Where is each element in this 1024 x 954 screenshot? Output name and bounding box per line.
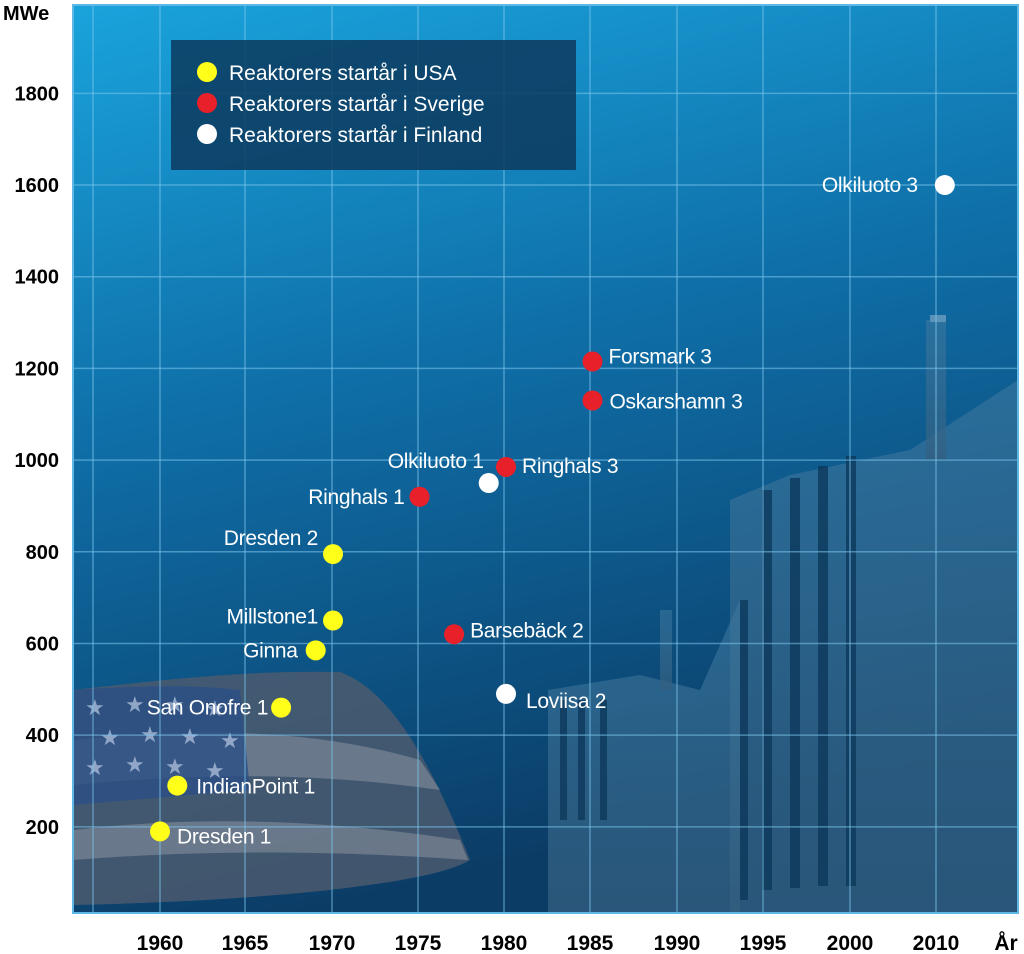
point-olkiluoto-1 (478, 473, 499, 494)
x-ticks: 1960 1965 1970 1975 1980 1985 1990 1995 2000 2010… (137, 931, 1018, 954)
point-dresden-1 (150, 821, 170, 842)
legend: Reaktorers startår i USA Reaktorers star… (171, 40, 576, 170)
point-loviisa-2 (496, 683, 516, 704)
plant-buildings-illustration (548, 315, 1018, 913)
svg-text:★: ★ (165, 755, 185, 780)
svg-text:★: ★ (205, 759, 225, 784)
legend-marker-finland (197, 124, 217, 144)
x-tick-label: 1980 (481, 932, 528, 954)
point-indianpoint-1 (167, 775, 188, 796)
y-tick-label: 1000 (15, 450, 60, 472)
point-label-dresden-2: Dresden 2 (224, 527, 318, 550)
x-tick-label: 1970 (309, 932, 356, 954)
x-tick-label: År (994, 931, 1017, 954)
x-tick-label: 1975 (395, 932, 442, 954)
x-tick-label: 1965 (222, 932, 269, 954)
svg-text:★: ★ (85, 696, 105, 721)
legend-label-usa: Reaktorers startår i USA (229, 62, 457, 85)
x-tick-label: 1985 (567, 932, 614, 954)
y-tick-label: 1400 (15, 267, 60, 289)
us-flag-illustration: ★ ★ ★ ★ ★ ★ ★ ★ ★ ★ ★ ★ (73, 671, 470, 905)
svg-text:★: ★ (220, 729, 240, 754)
y-axis-label: MWe (3, 3, 49, 25)
point-label-forsmark-3: Forsmark 3 (609, 346, 712, 369)
point-label-san-onofre-1: San Onofre 1 (147, 697, 268, 720)
point-label-olkiluoto-3: Olkiluoto 3 (822, 174, 918, 197)
x-tick-label: 2000 (827, 932, 874, 954)
point-label-millstone1: Millstone1 (226, 606, 318, 629)
legend-label-sverige: Reaktorers startår i Sverige (229, 93, 485, 116)
point-san-onofre-1 (271, 697, 292, 718)
y-ticks: 200 400 600 800 1000 1200 1400 1600 1800 (15, 83, 60, 838)
svg-text:★: ★ (125, 753, 145, 778)
x-tick-label: 1960 (137, 932, 184, 954)
svg-text:★: ★ (165, 693, 185, 718)
background-illustration: ★ ★ ★ ★ ★ ★ ★ ★ ★ ★ ★ ★ (73, 315, 1018, 913)
legend-marker-usa (197, 62, 217, 82)
plant-windows-illustration (560, 456, 856, 900)
point-label-loviisa-2: Loviisa 2 (526, 690, 606, 713)
y-tick-label: 600 (26, 633, 59, 655)
point-olkiluoto-3 (934, 175, 955, 196)
y-tick-label: 400 (26, 725, 59, 747)
y-tick-label: 1200 (15, 358, 60, 380)
legend-box (171, 40, 576, 170)
svg-text:★: ★ (85, 756, 105, 781)
legend-label-finland: Reaktorers startår i Finland (229, 124, 482, 147)
svg-text:★: ★ (180, 725, 200, 750)
point-millstone1 (323, 610, 343, 631)
point-forsmark-3 (582, 351, 603, 372)
svg-text:★: ★ (125, 693, 145, 718)
point-dresden-2 (323, 544, 343, 565)
point-label-indianpoint-1: IndianPoint 1 (196, 776, 315, 799)
point-oskarshamn-3 (582, 390, 603, 411)
point-ringhals-3 (496, 456, 516, 477)
point-ringhals-1 (409, 486, 430, 507)
x-tick-label: 1995 (740, 932, 787, 954)
y-tick-label: 200 (26, 817, 59, 839)
data-points: Dresden 1 IndianPoint 1 San Onofre 1 Ginna M… (147, 174, 955, 848)
x-tick-label: 2010 (913, 932, 960, 954)
y-tick-label: 800 (26, 542, 59, 564)
point-ginna (305, 640, 326, 661)
point-label-olkiluoto-1: Olkiluoto 1 (388, 450, 484, 473)
point-label-ringhals-3: Ringhals 3 (522, 455, 618, 478)
point-label-oskarshamn-3: Oskarshamn 3 (610, 391, 743, 414)
y-tick-label: 1800 (15, 83, 60, 105)
y-tick-label: 1600 (15, 175, 60, 197)
point-label-dresden-1: Dresden 1 (177, 825, 271, 848)
svg-text:★: ★ (205, 697, 225, 722)
point-label-ringhals-1: Ringhals 1 (308, 486, 404, 509)
x-tick-label: 1990 (654, 932, 701, 954)
point-label-ginna: Ginna (243, 639, 298, 662)
plot-frame (72, 4, 1019, 914)
svg-text:★: ★ (100, 726, 120, 751)
legend-marker-sverige (197, 93, 217, 113)
point-label-barseb-ck-2: Barsebäck 2 (470, 619, 583, 642)
point-barseb-ck-2 (444, 624, 465, 645)
